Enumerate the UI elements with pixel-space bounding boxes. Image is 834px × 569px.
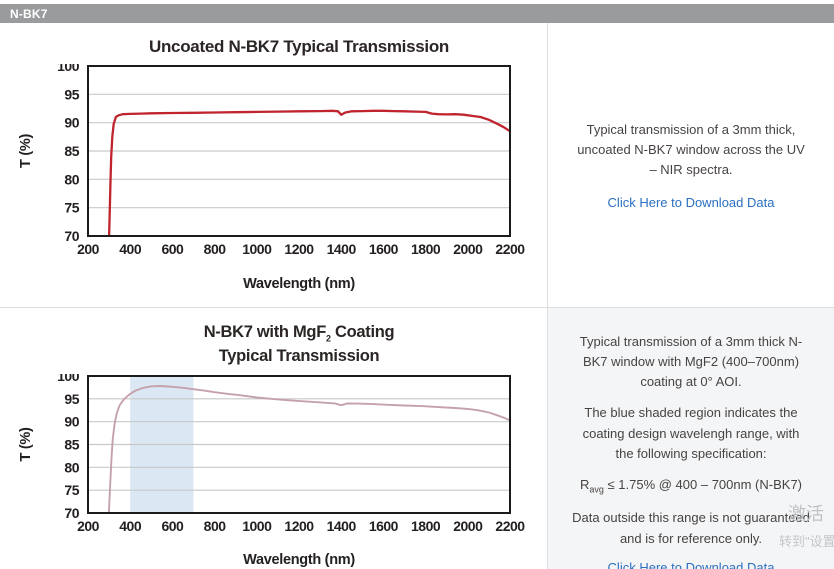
x-tick-label: 400 — [119, 518, 142, 534]
coated-description-text: Typical transmission of a 3mm thick N-BK… — [579, 334, 803, 390]
x-tick-label: 2200 — [495, 518, 525, 534]
x-tick-label: 1200 — [284, 518, 314, 534]
y-tick-label: 70 — [64, 505, 79, 521]
x-tick-label: 800 — [204, 241, 227, 257]
x-tick-label: 200 — [77, 241, 100, 257]
x-tick-label: 800 — [204, 518, 227, 534]
uncoated-description-panel: Typical transmission of a 3mm thick, unc… — [547, 23, 834, 307]
y-tick-label: 75 — [64, 482, 79, 498]
download-data-link-coated[interactable]: Click Here to Download Data — [607, 559, 775, 569]
uncoated-description-text: Typical transmission of a 3mm thick, unc… — [577, 121, 805, 178]
y-tick-label: 80 — [64, 460, 79, 476]
x-tick-label: 1800 — [411, 518, 441, 534]
x-tick-label: 600 — [161, 518, 184, 534]
chart2-title-line1: N-BK7 with MgF2 Coating — [203, 323, 395, 344]
y-tick-label: 95 — [64, 391, 79, 407]
header-bar: N-BK7 — [0, 4, 834, 23]
chart1-title: Uncoated N-BK7 Typical Transmission — [149, 37, 449, 56]
tab-nbk7[interactable]: N-BK7 — [10, 6, 48, 21]
disclaimer-text: Data outside this range is not guarantee… — [572, 510, 810, 546]
plot-border — [87, 375, 511, 515]
coated-description-panel: Typical transmission of a 3mm thick N-BK… — [547, 307, 834, 569]
y-tick-label: 90 — [64, 414, 79, 430]
x-axis-label: Wavelength (nm) — [243, 552, 355, 568]
band-explanation-text: The blue shaded region indicates the coa… — [582, 405, 800, 461]
x-tick-label: 200 — [77, 518, 100, 534]
y-axis-label: T (%) — [18, 134, 34, 168]
y-tick-label: 90 — [64, 115, 79, 131]
y-tick-label: 100 — [57, 374, 80, 384]
x-tick-label: 1000 — [242, 241, 272, 257]
y-tick-label: 95 — [64, 86, 79, 102]
y-tick-label: 85 — [64, 143, 79, 159]
x-tick-label: 400 — [119, 241, 142, 257]
transmission-curve — [107, 385, 510, 514]
y-tick-label: 70 — [64, 228, 79, 244]
y-tick-label: 80 — [64, 171, 79, 187]
coated-chart-panel: N-BK7 with MgF2 Coating Typical Transmis… — [0, 307, 547, 569]
coated-transmission-chart: 70 75 80 85 90 95 100 200 400 600 800 1000 1200 1400 1… — [18, 368, 526, 568]
x-tick-label: 1200 — [284, 241, 314, 257]
x-axis-label: Wavelength (nm) — [243, 276, 355, 292]
x-tick-label: 1600 — [369, 241, 399, 257]
download-data-link-uncoated[interactable]: Click Here to Download Data — [607, 195, 775, 211]
x-tick-label: 1400 — [327, 241, 357, 257]
y-axis-label: T (%) — [18, 427, 34, 461]
x-tick-label: 1600 — [369, 518, 399, 534]
y-tick-label: 100 — [57, 64, 80, 74]
x-tick-label: 1000 — [242, 518, 272, 534]
content-grid: Uncoated N-BK7 Typical Transmission 70 75… — [0, 23, 834, 569]
reflectance-spec-text: Ravg ≤ 1.75% @ 400 – 700nm (N-BK7) — [580, 476, 802, 495]
x-tick-label: 2200 — [495, 241, 525, 257]
transmission-curve — [107, 109, 510, 236]
x-tick-label: 600 — [161, 241, 184, 257]
y-tick-label: 75 — [64, 200, 79, 216]
top-strip — [0, 0, 834, 4]
plot-border — [87, 65, 511, 237]
x-tick-label: 2000 — [453, 518, 483, 534]
chart2-title-line2: Typical Transmission — [218, 347, 380, 366]
chart2-title: N-BK7 with MgF2 Coating Typical Transmis… — [0, 323, 540, 365]
uncoated-chart-panel: Uncoated N-BK7 Typical Transmission 70 75… — [0, 23, 547, 307]
uncoated-transmission-chart: 70 75 80 85 90 95 100 200 400 600 800 1000 1200 1400 1… — [18, 58, 526, 292]
x-tick-label: 1400 — [327, 518, 357, 534]
x-tick-label: 2000 — [453, 241, 483, 257]
y-tick-label: 85 — [64, 437, 79, 453]
x-tick-label: 1800 — [411, 241, 441, 257]
